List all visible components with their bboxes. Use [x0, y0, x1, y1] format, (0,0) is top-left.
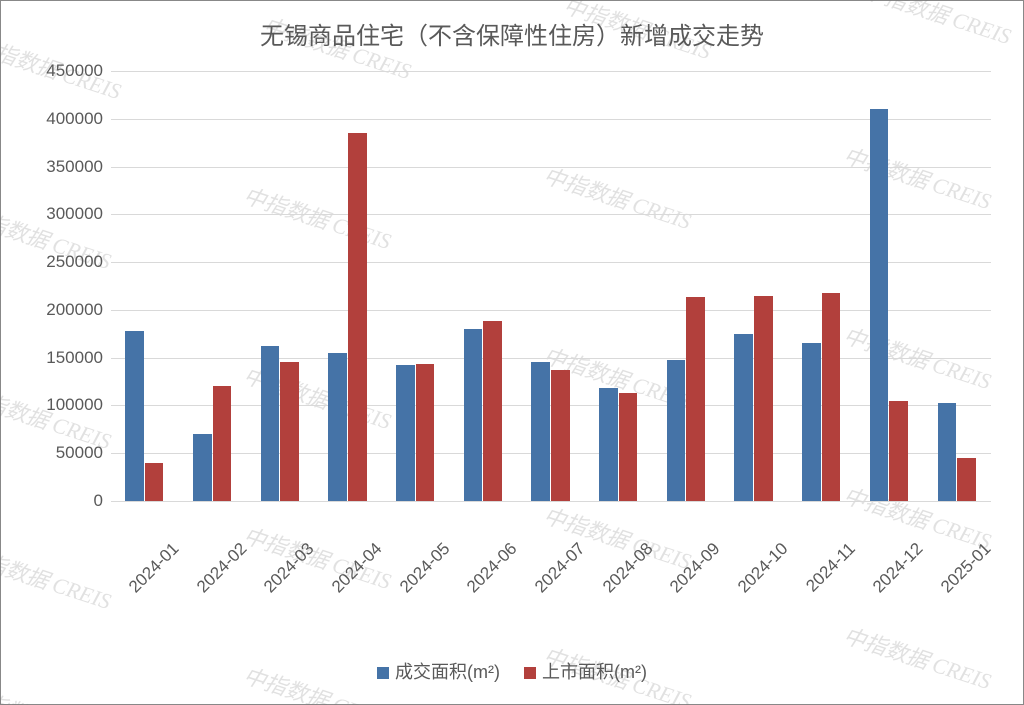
bar	[483, 321, 502, 501]
y-axis-label: 150000	[46, 348, 103, 368]
x-axis-label: 2024-05	[396, 539, 454, 597]
x-axis-label: 2024-12	[869, 539, 927, 597]
y-axis-label: 250000	[46, 252, 103, 272]
grid-line	[111, 501, 991, 502]
x-axis-label: 2024-10	[734, 539, 792, 597]
x-axis-label: 2024-07	[531, 539, 589, 597]
plot-area: 0500001000001500002000002500003000003500…	[111, 71, 991, 501]
x-axis-label: 2024-06	[463, 539, 521, 597]
bar	[889, 401, 908, 501]
y-axis-label: 0	[94, 491, 103, 511]
bar	[754, 296, 773, 501]
legend-label: 成交面积(m²)	[395, 662, 500, 682]
x-axis-label: 2024-08	[599, 539, 657, 597]
y-axis-label: 350000	[46, 157, 103, 177]
x-axis-label: 2024-11	[802, 539, 859, 596]
legend-swatch	[524, 667, 536, 679]
bar	[619, 393, 638, 501]
bar	[870, 109, 889, 501]
x-axis-label: 2024-02	[193, 539, 251, 597]
bars-layer	[111, 71, 991, 501]
y-axis-label: 450000	[46, 61, 103, 81]
chart-title: 无锡商品住宅（不含保障性住房）新增成交走势	[1, 16, 1023, 51]
bar	[125, 331, 144, 501]
x-axis-label: 2024-09	[666, 539, 724, 597]
bar	[193, 434, 212, 501]
x-axis-label: 2024-03	[260, 539, 318, 597]
bar	[531, 362, 550, 501]
bar	[938, 403, 957, 501]
bar	[280, 362, 299, 501]
legend: 成交面积(m²) 上市面积(m²)	[1, 658, 1023, 684]
chart-container: 中指数据 CREIS中指数据 CREIS中指数据 CREIS中指数据 CREIS…	[0, 0, 1024, 705]
bar	[464, 329, 483, 501]
legend-item: 上市面积(m²)	[524, 658, 647, 684]
bar	[396, 365, 415, 501]
x-axis-label: 2024-01	[125, 539, 183, 597]
bar	[599, 388, 618, 501]
watermark: 中指数据 CREIS	[840, 618, 996, 696]
bar	[802, 343, 821, 501]
legend-label: 上市面积(m²)	[542, 662, 647, 682]
bar	[145, 463, 164, 501]
bar	[348, 133, 367, 501]
bar	[328, 353, 347, 501]
y-axis-label: 400000	[46, 109, 103, 129]
y-axis-label: 200000	[46, 300, 103, 320]
x-axis-label: 2025-01	[937, 539, 995, 597]
bar	[957, 458, 976, 501]
legend-swatch	[377, 667, 389, 679]
bar	[261, 346, 280, 501]
bar	[213, 386, 232, 501]
x-axis-label: 2024-04	[328, 539, 386, 597]
bar	[667, 360, 686, 501]
y-axis-label: 100000	[46, 395, 103, 415]
bar	[416, 364, 435, 501]
bar	[822, 293, 841, 501]
bar	[734, 334, 753, 501]
bar	[686, 297, 705, 501]
watermark: 中指数据 CREIS	[0, 538, 116, 616]
y-axis-label: 300000	[46, 204, 103, 224]
legend-item: 成交面积(m²)	[377, 658, 500, 684]
y-axis-label: 50000	[56, 443, 103, 463]
bar	[551, 370, 570, 501]
